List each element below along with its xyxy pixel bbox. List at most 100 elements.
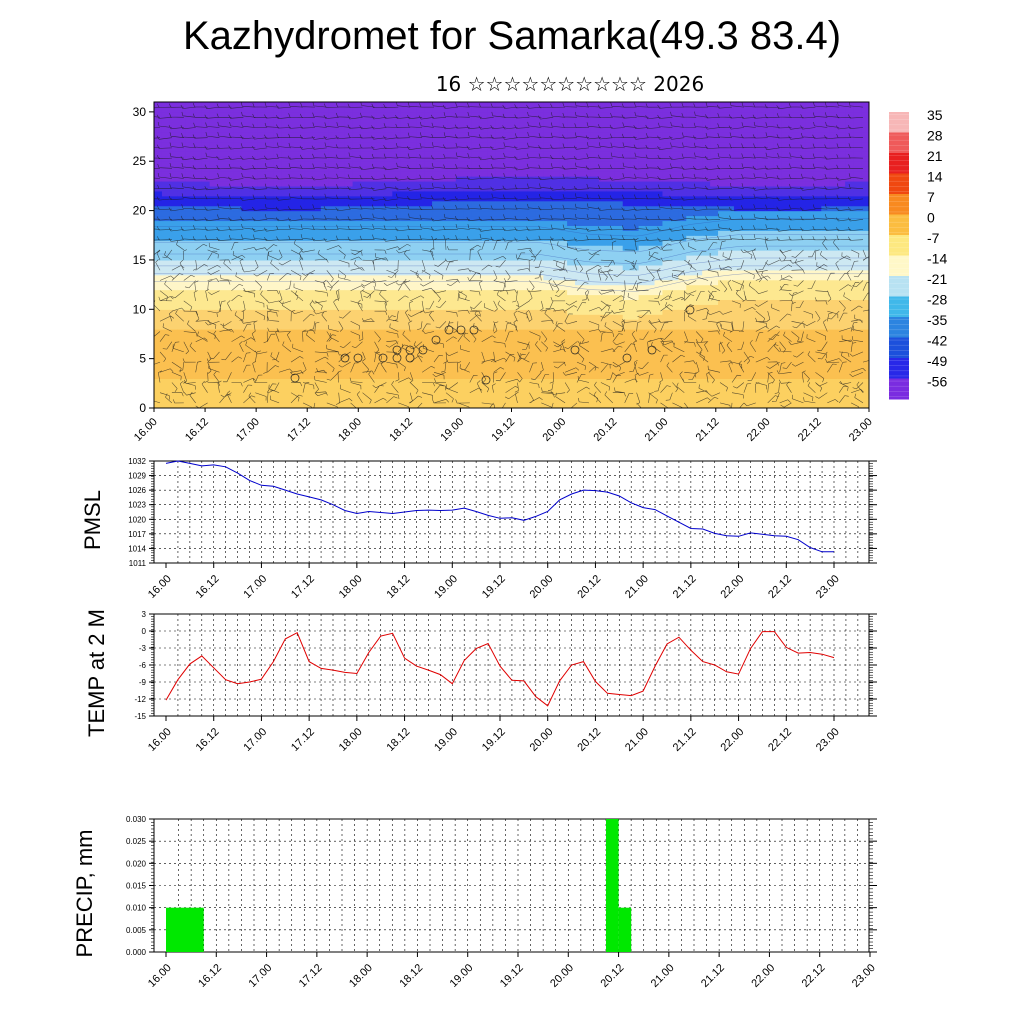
y-tick-label: 0 [142, 627, 147, 636]
y-tick-label: 1014 [128, 544, 146, 553]
y-tick-label: -15 [134, 712, 146, 721]
calm-circle [570, 345, 580, 355]
y-tick-label: 0.030 [126, 815, 147, 824]
colorbar-swatch [889, 214, 909, 236]
chart-subtitle: 16 ☆☆☆☆☆☆☆☆☆☆ 2026 [435, 72, 705, 96]
y-tick-label: 0.025 [126, 837, 147, 846]
x-tick-label: 22.00 [718, 573, 746, 601]
calm-circle [456, 325, 466, 335]
pmsl-ylabel: PMSL [80, 490, 105, 550]
x-tick-label: 22.12 [766, 573, 794, 601]
colorbar-label: -21 [927, 271, 947, 287]
wind-barbs [154, 102, 869, 408]
y-tick-label: 20 [133, 204, 147, 218]
x-tick-label: 18.12 [384, 573, 412, 601]
x-tick-label: 23.00 [814, 573, 842, 601]
y-tick-label: -9 [139, 678, 147, 687]
x-tick-label: 22.12 [796, 416, 824, 444]
y-tick-label: 0.000 [126, 948, 147, 957]
y-tick-label: -6 [139, 661, 147, 670]
calm-circle [431, 335, 441, 345]
x-tick-label: 17.12 [297, 962, 325, 990]
y-tick-label: -12 [134, 695, 146, 704]
y-tick-label: 1011 [129, 559, 147, 568]
calm-circle [405, 353, 415, 363]
colorbar-label: -14 [927, 251, 947, 267]
temp-ylabel: TEMP at 2 M [84, 609, 109, 737]
colorbar-swatch [889, 173, 909, 195]
x-tick-label: 21.12 [699, 962, 727, 990]
y-tick-label: 1020 [128, 515, 146, 524]
x-tick-label: 20.00 [540, 416, 568, 444]
calm-circle [647, 345, 657, 355]
x-tick-label: 19.00 [438, 416, 466, 444]
x-tick-label: 16.00 [146, 573, 174, 601]
x-tick-label: 17.12 [289, 726, 317, 754]
x-tick-label: 19.12 [480, 726, 508, 754]
x-tick-label: 23.00 [850, 962, 878, 990]
precip-ylabel: PRECIP, mm [72, 830, 97, 958]
precip-bar [606, 819, 619, 952]
y-tick-label: 1029 [128, 472, 146, 481]
colorbar-label: -35 [927, 312, 947, 328]
x-tick-label: 23.00 [847, 416, 875, 444]
colorbar-label: 28 [927, 128, 943, 144]
calm-circle [290, 373, 300, 383]
chart-title: Kazhydromet for Samarka(49.3 83.4) [182, 14, 842, 58]
y-tick-label: 0.015 [126, 882, 147, 891]
temp-line [165, 631, 835, 707]
x-tick-label: 17.00 [246, 962, 274, 990]
colorbar-swatch [889, 358, 909, 379]
colorbar-label: -28 [927, 292, 947, 308]
x-tick-label: 18.00 [337, 726, 365, 754]
x-tick-label: 16.12 [196, 962, 224, 990]
calm-circle [418, 345, 428, 355]
calm-circle [378, 353, 388, 363]
x-tick-label: 21.12 [671, 573, 699, 601]
y-tick-label: 10 [133, 302, 147, 316]
x-tick-label: 16.12 [194, 573, 222, 601]
y-tick-label: 15 [133, 253, 147, 267]
calm-circle [340, 353, 350, 363]
x-tick-label: 22.12 [766, 726, 794, 754]
calm-circle [685, 305, 695, 315]
x-tick-label: 20.00 [548, 962, 576, 990]
x-tick-label: 16.00 [132, 416, 160, 444]
x-tick-label: 16.12 [183, 416, 211, 444]
y-tick-label: 30 [133, 105, 147, 119]
x-tick-label: 18.12 [397, 962, 425, 990]
y-tick-label: 1023 [128, 501, 146, 510]
colorbar-swatch [889, 132, 909, 154]
x-tick-label: 21.00 [623, 726, 651, 754]
x-tick-label: 19.12 [498, 962, 526, 990]
x-tick-label: 20.00 [528, 573, 556, 601]
y-tick-label: 3 [142, 610, 147, 619]
precip-bar [166, 907, 204, 952]
x-tick-label: 18.00 [336, 416, 364, 444]
x-tick-label: 17.00 [241, 726, 269, 754]
colorbar-swatch [889, 153, 909, 174]
colorbar-label: 35 [927, 107, 943, 123]
x-tick-label: 18.12 [384, 726, 412, 754]
colorbar-swatch [889, 235, 909, 256]
x-tick-label: 17.00 [234, 416, 262, 444]
y-tick-label: 25 [133, 154, 147, 168]
precip-bar [618, 907, 632, 952]
colorbar-swatch [889, 255, 909, 277]
x-tick-label: 21.00 [643, 416, 671, 444]
colorbar-label: 7 [927, 189, 935, 205]
colorbar-label: 14 [927, 169, 943, 185]
x-tick-label: 16.12 [194, 726, 222, 754]
x-tick-label: 17.12 [289, 573, 317, 601]
colorbar-label: -56 [927, 374, 947, 390]
colorbar-swatch [889, 194, 909, 215]
x-tick-label: 18.12 [387, 416, 415, 444]
calm-circle [622, 353, 632, 363]
y-tick-label: 0.010 [126, 904, 147, 913]
x-tick-label: 20.12 [598, 962, 626, 990]
cross-section-field [154, 102, 869, 408]
y-tick-label: 1017 [128, 530, 146, 539]
colorbar-swatch [889, 112, 909, 133]
x-tick-label: 20.00 [528, 726, 556, 754]
